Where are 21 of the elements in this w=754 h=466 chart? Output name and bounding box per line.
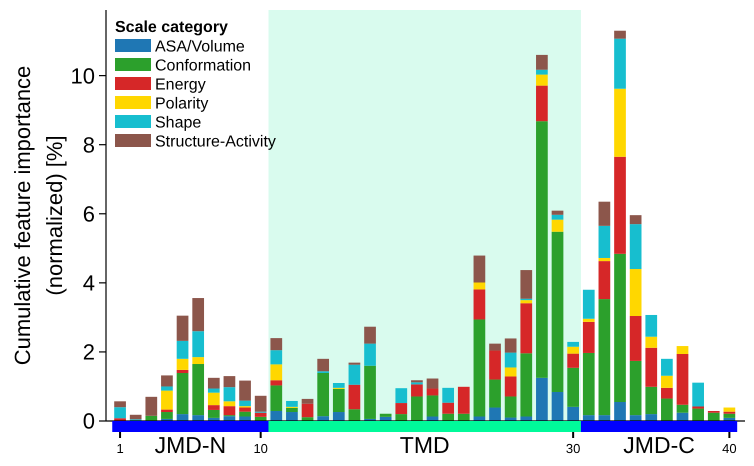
legend-title: Scale category: [115, 19, 228, 36]
x-tick-label: 10: [253, 441, 268, 456]
legend-label: Polarity: [155, 96, 208, 113]
y-tick-label: 4: [82, 270, 95, 296]
legend-label: ASA/Volume: [155, 38, 245, 56]
legend-label: Energy: [155, 76, 206, 94]
legend-label: Conformation: [155, 58, 252, 75]
y-tick-label: 0: [82, 408, 95, 434]
text: JMD-C: [623, 432, 695, 458]
text: TMD: [400, 432, 450, 458]
y-tick-label: 8: [82, 132, 95, 158]
y-tick-label: 6: [82, 201, 95, 226]
legend-label: Shape: [155, 114, 202, 132]
legend-label: Structure-Activity: [155, 134, 276, 151]
y-tick-label: 2: [82, 340, 95, 365]
text: JMD-N: [154, 432, 226, 458]
x-tick-label: 1: [116, 441, 124, 456]
y-axis-title: Cumulative feature importance (normalized) [%]: [10, 66, 67, 366]
x-tick-label: 30: [566, 441, 580, 456]
y-tick-label: 10: [70, 63, 95, 88]
x-tick-label: 40: [722, 441, 737, 456]
